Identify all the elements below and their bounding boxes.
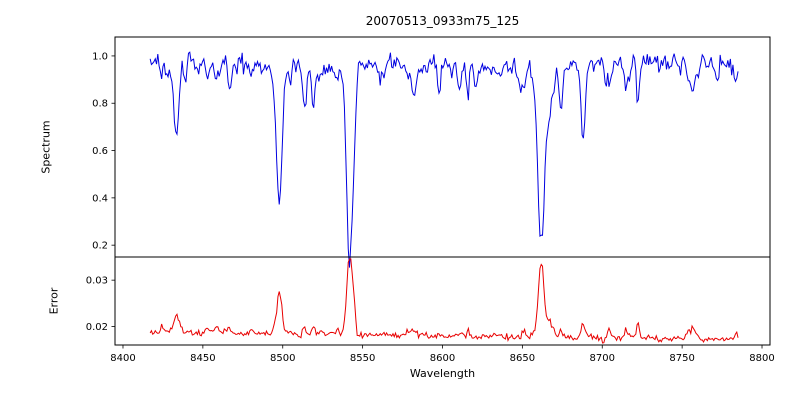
spectrum-line	[149, 51, 739, 268]
x-tick-label: 8700	[590, 353, 615, 364]
x-tick-label: 8650	[510, 353, 535, 364]
y-tick-label: 0.8	[92, 99, 108, 110]
x-tick-label: 8400	[110, 353, 135, 364]
y-tick-label: 0.6	[92, 146, 108, 157]
y-tick-label: 1.0	[92, 51, 108, 62]
y-tick-label: 0.2	[92, 241, 108, 252]
spectrum-axes-box	[114, 36, 771, 258]
x-tick-label: 8800	[749, 353, 774, 364]
x-tick-label: 8750	[669, 353, 694, 364]
chart-title: 20070513_0933m75_125	[365, 14, 520, 28]
x-tick-label: 8550	[350, 353, 375, 364]
error-line	[149, 258, 739, 344]
x-axis-label: Wavelength	[409, 367, 476, 380]
error-axes-box	[114, 256, 771, 346]
x-tick-label: 8600	[430, 353, 455, 364]
y-tick-label: 0.03	[86, 276, 108, 287]
x-tick-label: 8500	[270, 353, 295, 364]
y-tick-label: 0.02	[86, 322, 108, 333]
x-tick-label: 8450	[190, 353, 215, 364]
y-tick-label: 0.4	[92, 193, 108, 204]
